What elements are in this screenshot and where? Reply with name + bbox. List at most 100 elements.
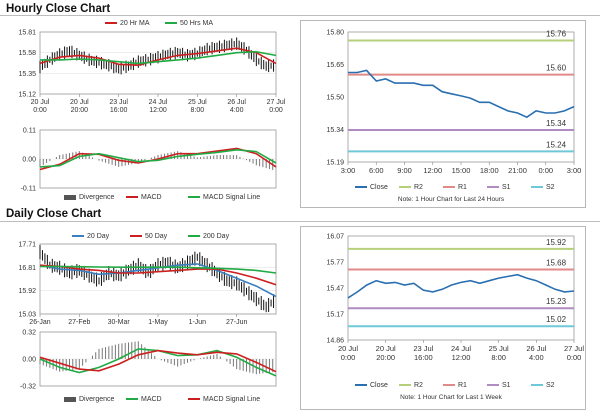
hourly_pivot-x-tick-label: 3:00 bbox=[341, 166, 356, 175]
daily_pivot-x-tick-label: 23 Jul bbox=[413, 344, 433, 353]
daily_price_ma-series-line bbox=[39, 264, 277, 286]
hourly_macd-series-line bbox=[39, 147, 277, 171]
daily_price_ma-x-tick-label: 26-Jan bbox=[29, 319, 51, 326]
hourly_pivot-x-tick-label: 0:00 bbox=[538, 166, 553, 175]
daily_macd-y-tick-label: 0.00 bbox=[22, 357, 36, 364]
daily_pivot-x-tick-label: 12:00 bbox=[452, 353, 471, 362]
daily_pivot-level-label-r2: 15.92 bbox=[546, 238, 567, 247]
hourly_pivot-y-tick-label: 15.65 bbox=[326, 62, 344, 69]
daily_price_ma-legend-label: 50 Day bbox=[145, 233, 168, 240]
daily_pivot-legend-label: Close bbox=[370, 382, 388, 389]
daily_pivot-note: Note: 1 Hour Chart for Last 1 Week bbox=[400, 394, 503, 401]
daily_macd-series-line bbox=[39, 349, 277, 373]
hourly_price_ma-series-line bbox=[39, 47, 277, 67]
hourly_pivot-x-tick-label: 21:00 bbox=[508, 166, 527, 175]
daily_pivot-y-tick-label: 15.47 bbox=[326, 286, 344, 293]
daily_pivot-level-label-s2: 15.02 bbox=[546, 315, 567, 324]
daily_pivot-x-tick-label: 0:00 bbox=[341, 353, 356, 362]
daily_pivot-x-tick-label: 25 Jul bbox=[489, 344, 509, 353]
daily_price_ma-x-tick-label: 1-Jun bbox=[189, 319, 207, 326]
daily_pivot-x-tick-label: 16:00 bbox=[414, 353, 433, 362]
daily_price_ma-legend-label: 20 Day bbox=[87, 233, 110, 240]
hourly_macd-y-tick-label: 0.11 bbox=[23, 128, 36, 135]
daily_price_ma-y-tick-label: 17.71 bbox=[18, 242, 36, 249]
daily_macd-y-tick-label: -0.32 bbox=[20, 384, 36, 391]
hourly_price_ma-x-tick-label: 16:00 bbox=[110, 107, 128, 114]
hourly_pivot-x-tick-label: 3:00 bbox=[567, 166, 582, 175]
hourly_macd-legend-label: MACD Signal Line bbox=[203, 194, 260, 201]
hourly_pivot-level-label-s2: 15.24 bbox=[546, 140, 567, 149]
daily_price_ma-x-tick-label: 27-Feb bbox=[68, 319, 90, 326]
hourly_price_ma-x-tick-label: 27 Jul bbox=[267, 99, 286, 106]
hourly_price_ma-x-tick-label: 12:00 bbox=[149, 107, 167, 114]
hourly_pivot-legend-label: R1 bbox=[458, 184, 467, 191]
hourly_pivot-legend-label: R2 bbox=[414, 184, 423, 191]
hourly_price_ma-x-tick-label: 4:00 bbox=[230, 107, 244, 114]
hourly_pivot-y-tick-label: 15.19 bbox=[326, 160, 344, 167]
daily_pivot-x-tick-label: 4:00 bbox=[529, 353, 544, 362]
daily_price_ma-y-tick-label: 15.92 bbox=[18, 288, 36, 295]
daily_macd-y-tick-label: 0.32 bbox=[22, 330, 36, 337]
daily_pivot-legend-label: S1 bbox=[502, 382, 511, 389]
daily_pivot-level-label-s1: 15.23 bbox=[546, 297, 567, 306]
daily_pivot-x-tick-label: 20 Jul bbox=[338, 344, 358, 353]
daily_pivot-plot-frame bbox=[347, 235, 575, 341]
daily-divider bbox=[0, 221, 600, 222]
daily_macd-legend-label: MACD bbox=[141, 396, 162, 403]
daily_pivot-x-tick-label: 20:00 bbox=[376, 353, 395, 362]
daily_pivot-x-tick-label: 20 Jul bbox=[376, 344, 396, 353]
hourly_pivot-note: Note: 1 Hour Chart for Last 24 Hours bbox=[398, 196, 505, 203]
daily_price_ma-x-tick-label: 30-Mar bbox=[108, 319, 131, 326]
daily_price_ma-legend-label: 200 Day bbox=[203, 233, 230, 240]
hourly_pivot-legend-label: S1 bbox=[502, 184, 511, 191]
daily_price_ma-x-tick-label: 27-Jun bbox=[226, 319, 248, 326]
hourly_price_ma-series-line bbox=[40, 50, 277, 65]
hourly_pivot-level-label-r2: 15.76 bbox=[546, 30, 567, 39]
daily_macd-series-line bbox=[39, 348, 277, 377]
hourly_price_ma-x-tick-label: 0:00 bbox=[269, 107, 283, 114]
hourly_price_ma-x-tick-label: 20:00 bbox=[71, 107, 89, 114]
hourly_macd-legend-label: MACD bbox=[141, 194, 162, 201]
daily_price_ma-y-tick-label: 15.03 bbox=[18, 312, 36, 319]
hourly_price_ma-y-tick-label: 15.58 bbox=[18, 50, 36, 57]
daily_pivot-x-tick-label: 8:00 bbox=[491, 353, 506, 362]
daily_pivot-x-tick-label: 24 Jul bbox=[451, 344, 471, 353]
hourly_macd-legend-label: Divergence bbox=[79, 194, 115, 201]
hourly_macd-legend-swatch bbox=[64, 195, 76, 200]
hourly_pivot-x-tick-label: 6:00 bbox=[369, 166, 384, 175]
daily_pivot-y-tick-label: 14.86 bbox=[326, 338, 344, 345]
daily_pivot-y-tick-label: 15.17 bbox=[326, 312, 344, 319]
hourly_pivot-level-label-r1: 15.60 bbox=[546, 64, 567, 73]
hourly_pivot-close-line bbox=[348, 69, 575, 119]
daily_pivot-legend-label: S2 bbox=[546, 382, 555, 389]
daily_pivot-close-line bbox=[347, 273, 575, 299]
daily_pivot-x-tick-label: 0:00 bbox=[567, 353, 582, 362]
daily_pivot-legend-label: R2 bbox=[414, 382, 423, 389]
hourly_price_ma-y-tick-label: 15.12 bbox=[18, 92, 36, 99]
hourly_macd-y-tick-label: -0.11 bbox=[21, 186, 37, 193]
hourly_pivot-x-tick-label: 18:00 bbox=[480, 166, 499, 175]
hourly_pivot-level-label-s1: 15.34 bbox=[546, 119, 567, 128]
hourly_pivot-plot-frame bbox=[347, 31, 575, 163]
hourly_price_ma-x-tick-label: 0:00 bbox=[33, 107, 47, 114]
hourly_price_ma-x-tick-label: 20 Jul bbox=[31, 99, 50, 106]
hourly_pivot-legend-label: Close bbox=[370, 184, 388, 191]
hourly_pivot-x-tick-label: 15:00 bbox=[452, 166, 471, 175]
hourly_price_ma-x-tick-label: 24 Jul bbox=[149, 99, 168, 106]
daily_price_ma-x-tick-label: 1-May bbox=[148, 319, 168, 326]
hourly_price_ma-legend-label: 50 Hrs MA bbox=[180, 20, 213, 27]
daily_pivot-y-tick-label: 16.07 bbox=[326, 234, 344, 241]
daily_macd-legend-label: MACD Signal Line bbox=[203, 396, 260, 403]
daily_price_ma-y-tick-label: 16.81 bbox=[18, 265, 36, 272]
hourly_price_ma-x-tick-label: 26 Jul bbox=[227, 99, 246, 106]
hourly_price_ma-y-tick-label: 15.35 bbox=[18, 71, 36, 78]
hourly_price_ma-x-tick-label: 8:00 bbox=[191, 107, 205, 114]
daily_price_ma-series-line bbox=[40, 265, 277, 274]
hourly_macd-series-line bbox=[39, 148, 277, 168]
hourly_pivot-y-tick-label: 15.34 bbox=[326, 127, 344, 134]
hourly-section-title: Hourly Close Chart bbox=[6, 3, 111, 15]
hourly_price_ma-legend-label: 20 Hr MA bbox=[120, 20, 150, 27]
daily_pivot-x-tick-label: 26 Jul bbox=[526, 344, 546, 353]
hourly_price_ma-x-tick-label: 25 Jul bbox=[188, 99, 207, 106]
